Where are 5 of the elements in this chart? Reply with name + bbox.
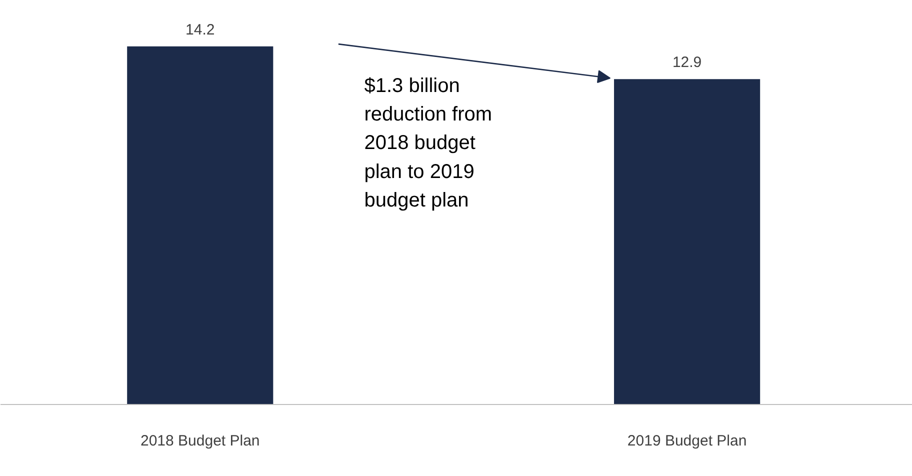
x-tick-label: 2018 Budget Plan bbox=[140, 432, 260, 450]
annotation: $1.3 billion reduction from 2018 budget plan to 2019 budget plan bbox=[364, 74, 492, 212]
data-label: 12.9 bbox=[672, 54, 702, 72]
x-tick-label: 2019 Budget Plan bbox=[627, 432, 747, 450]
data-label: 14.2 bbox=[186, 21, 215, 38]
